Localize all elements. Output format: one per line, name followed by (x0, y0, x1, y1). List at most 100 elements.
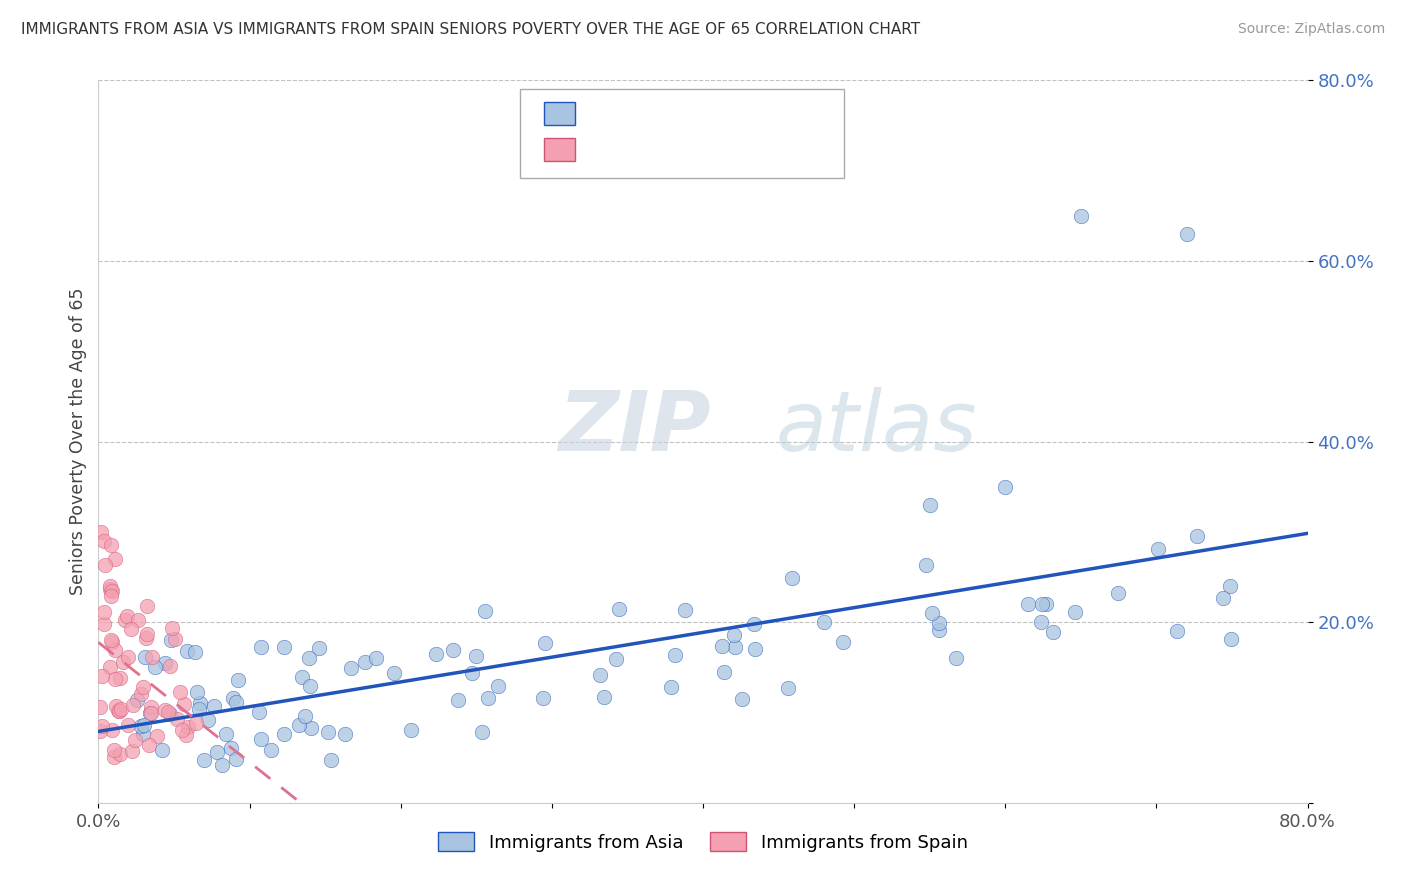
Point (132, 680, 155, 694)
Point (139, 706, 162, 720)
Point (441, 642, 464, 657)
Point (90, 524, 112, 539)
Point (160, 633, 183, 648)
Point (129, 687, 152, 701)
Point (188, 702, 211, 716)
Point (1187, 529, 1209, 543)
Point (474, 604, 496, 618)
Text: 102: 102 (718, 104, 755, 122)
Point (176, 644, 198, 658)
Point (139, 700, 162, 714)
Point (222, 691, 245, 706)
Y-axis label: Seniors Poverty Over the Age of 65: Seniors Poverty Over the Age of 65 (69, 288, 87, 595)
Point (1070, 209, 1092, 223)
Point (813, 615, 835, 630)
Point (139, 706, 162, 721)
Point (713, 665, 735, 679)
Point (1147, 542, 1170, 557)
Point (202, 698, 225, 713)
Point (100, 632, 122, 647)
Point (723, 628, 745, 642)
Point (730, 691, 752, 706)
Text: N =: N = (682, 141, 721, 159)
Point (101, 583, 124, 598)
Point (249, 640, 271, 654)
Point (533, 636, 555, 650)
Point (333, 727, 356, 741)
Text: R =: R = (583, 104, 621, 122)
Point (1035, 597, 1057, 611)
Point (138, 739, 160, 753)
Point (174, 728, 197, 742)
Point (177, 720, 200, 734)
Point (93, 616, 115, 631)
Point (143, 660, 166, 674)
Point (103, 743, 125, 757)
Text: 63: 63 (718, 141, 748, 159)
Point (117, 717, 139, 731)
Point (197, 713, 219, 727)
Point (135, 632, 157, 646)
Point (288, 718, 311, 732)
Point (659, 680, 682, 694)
Point (742, 617, 765, 632)
Text: 0.397: 0.397 (626, 104, 681, 122)
Point (531, 690, 554, 705)
Point (921, 606, 943, 620)
Point (1029, 615, 1052, 630)
Point (103, 750, 125, 764)
Point (98, 660, 121, 674)
Point (250, 731, 273, 746)
Point (211, 758, 233, 772)
Point (159, 659, 181, 673)
Point (101, 723, 124, 738)
Point (299, 679, 322, 693)
Point (1166, 624, 1188, 639)
Point (994, 480, 1017, 494)
Point (156, 705, 179, 719)
Point (104, 642, 127, 657)
Point (115, 609, 138, 624)
Point (98, 579, 121, 593)
Point (782, 571, 804, 585)
Point (186, 685, 208, 699)
Point (316, 724, 339, 739)
Point (425, 647, 447, 661)
Point (928, 615, 950, 630)
Point (153, 703, 176, 717)
Point (298, 651, 321, 665)
Text: ZIP: ZIP (558, 386, 710, 467)
Point (98, 582, 121, 596)
Point (260, 742, 283, 756)
Point (593, 690, 616, 705)
Point (319, 753, 342, 767)
Point (205, 746, 228, 760)
Point (104, 552, 127, 566)
Text: 0.069: 0.069 (626, 141, 681, 159)
Point (160, 621, 183, 635)
Point (100, 582, 122, 597)
Point (588, 668, 610, 682)
Point (94, 558, 117, 572)
Point (188, 696, 211, 710)
Point (169, 684, 191, 698)
Point (159, 706, 181, 721)
Point (93, 606, 115, 620)
Point (131, 727, 153, 741)
Point (124, 732, 146, 747)
Point (673, 603, 696, 617)
Point (1219, 579, 1241, 593)
Point (945, 650, 967, 665)
Point (104, 672, 127, 686)
Point (100, 589, 122, 603)
Point (127, 613, 149, 627)
Point (486, 679, 509, 693)
Point (170, 723, 193, 737)
Point (605, 652, 627, 666)
Point (724, 640, 747, 654)
Text: R =: R = (583, 141, 621, 159)
Point (166, 712, 188, 726)
Point (744, 641, 766, 656)
Point (110, 671, 132, 685)
Point (291, 670, 314, 684)
